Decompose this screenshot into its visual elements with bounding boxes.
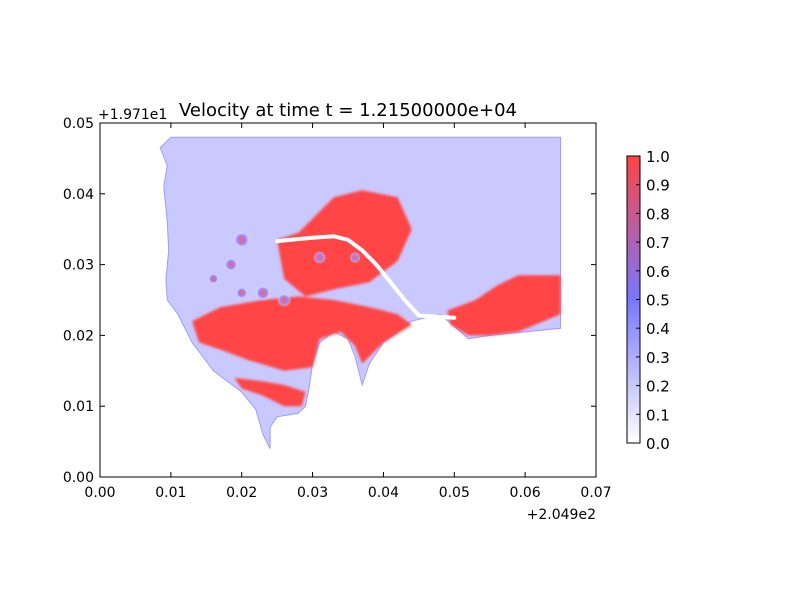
high-velocity-region: [447, 275, 561, 336]
colorbar-tick-label: 0.2: [646, 378, 670, 396]
y-tick-label: 0.02: [63, 328, 94, 344]
y-axis: 0.00 0.01 0.02 0.03 0.04 0.05: [63, 116, 596, 486]
chart-title: Velocity at time t = 1.21500000e+04: [179, 100, 517, 121]
colorbar-tick-label: 0.1: [646, 406, 670, 424]
x-axis: 0.00 0.01 0.02 0.03 0.04 0.05 0.06 0.07: [84, 123, 612, 501]
vortex-cell: [277, 292, 292, 308]
x-tick-label: 0.06: [510, 485, 541, 501]
colorbar-tick-label: 0.6: [646, 263, 670, 281]
vortex-cell: [313, 251, 327, 264]
y-tick-label: 0.05: [63, 116, 94, 132]
colorbar-tick-label: 0.8: [646, 205, 670, 223]
colorbar-tick-label: 0.7: [646, 234, 670, 252]
y-offset-label: +1.971e1: [98, 107, 167, 123]
y-tick-label: 0.01: [63, 399, 94, 415]
y-tick-label: 0.04: [63, 187, 94, 203]
x-tick-label: 0.01: [155, 485, 186, 501]
y-tick-label: 0.00: [63, 470, 94, 486]
x-tick-label: 0.02: [226, 485, 257, 501]
colorbar-tick-label: 0.5: [646, 292, 670, 310]
colorbar-tick-label: 0.0: [646, 435, 670, 453]
y-tick-label: 0.03: [63, 258, 94, 274]
high-velocity-regions: [192, 190, 561, 407]
vortex-cell: [223, 257, 239, 272]
colorbar-axis: 0.0 0.1 0.2 0.3 0.4 0.5 0.6 0.7 0.8 0.9 1.0: [636, 148, 670, 453]
vortex-cell: [235, 286, 249, 300]
vortex-cells: [207, 231, 361, 308]
colorbar-tick-label: 0.9: [646, 177, 670, 195]
vortex-cell: [207, 273, 220, 285]
x-tick-label: 0.03: [297, 485, 328, 501]
colorbar-tick-label: 1.0: [646, 148, 670, 166]
vortex-cell: [233, 231, 251, 249]
x-offset-label: +2.049e2: [527, 507, 596, 523]
high-velocity-region: [234, 377, 306, 407]
colorbar-tick-label: 0.4: [646, 320, 670, 338]
vortex-cell: [255, 285, 271, 301]
vortex-cell: [349, 251, 361, 264]
streamline: [275, 234, 457, 320]
velocity-field: [159, 136, 562, 449]
x-tick-label: 0.05: [439, 485, 470, 501]
high-velocity-region: [192, 296, 412, 371]
plot-frame: [99, 122, 597, 478]
colorbar-tick-label: 0.3: [646, 349, 670, 367]
x-tick-label: 0.07: [580, 485, 611, 501]
x-tick-label: 0.00: [84, 485, 115, 501]
x-tick-label: 0.04: [368, 485, 399, 501]
